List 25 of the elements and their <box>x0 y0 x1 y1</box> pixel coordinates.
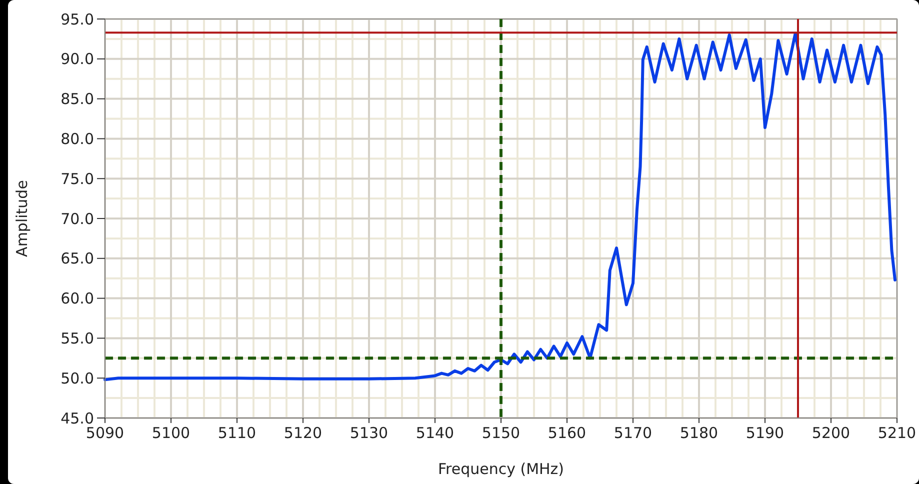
x-tick-label: 5140 <box>416 424 454 442</box>
y-tick-label: 85.0 <box>60 90 94 108</box>
x-tick-label: 5180 <box>680 424 718 442</box>
x-tick-label: 5200 <box>812 424 850 442</box>
y-tick-label: 75.0 <box>60 170 94 188</box>
y-tick-label: 55.0 <box>60 329 94 348</box>
line-series <box>104 32 897 382</box>
y-tick-label: 95.0 <box>60 10 94 28</box>
y-tick-label: 70.0 <box>60 210 94 228</box>
y-tick-label: 65.0 <box>60 250 94 268</box>
x-tick-label: 5190 <box>746 424 784 442</box>
y-tick-label: 60.0 <box>60 290 94 308</box>
x-tick-label: 5110 <box>218 424 256 442</box>
y-tick-label: 50.0 <box>60 369 94 388</box>
x-tick-label: 5100 <box>152 424 190 442</box>
x-tick-label: 5150 <box>482 424 520 442</box>
x-tick-label: 5170 <box>614 424 652 442</box>
x-tick-label: 5160 <box>548 424 586 442</box>
x-tick-label: 5130 <box>350 424 388 442</box>
y-tick-label: 80.0 <box>60 130 94 148</box>
x-tick-label: 5120 <box>284 424 322 442</box>
x-tick-label: 5210 <box>878 424 916 442</box>
x-axis-title: Frequency (MHz) <box>438 460 564 478</box>
y-tick-label: 90.0 <box>60 50 94 68</box>
y-axis-title: Amplitude <box>13 180 31 257</box>
